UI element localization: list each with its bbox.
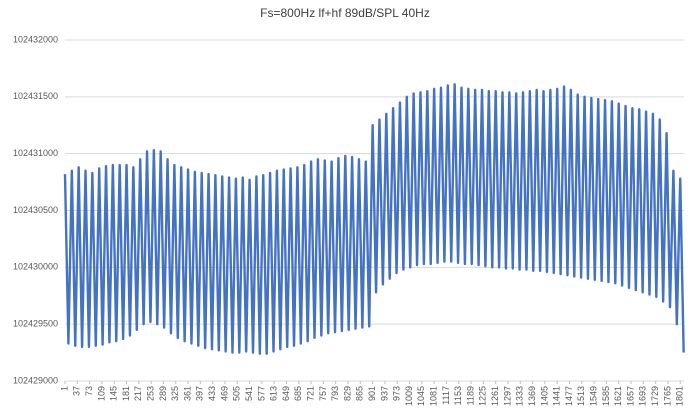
x-tick-label: 73 <box>84 386 94 396</box>
x-tick-label: 1693 <box>638 386 648 406</box>
x-tick-label: 721 <box>305 386 315 401</box>
x-tick-label: 1477 <box>564 386 574 406</box>
x-tick-label: 757 <box>318 386 328 401</box>
x-tick-label: 649 <box>281 386 291 401</box>
x-tick-label: 1369 <box>527 386 537 406</box>
x-tick-label: 325 <box>170 386 180 401</box>
x-tick-label: 1441 <box>552 386 562 406</box>
x-tick-label: 505 <box>232 386 242 401</box>
x-tick-label: 1297 <box>502 386 512 406</box>
x-tick-label: 37 <box>72 386 82 396</box>
x-tick-label: 1621 <box>613 386 623 406</box>
y-tick-label: 102432000 <box>13 34 58 44</box>
chart-title: Fs=800Hz lf+hf 89dB/SPL 40Hz <box>260 6 430 20</box>
x-tick-label: 397 <box>195 386 205 401</box>
x-tick-label: 685 <box>293 386 303 401</box>
y-tick-label: 102430500 <box>13 205 58 215</box>
x-tick-label: 1657 <box>625 386 635 406</box>
x-tick-label: 901 <box>367 386 377 401</box>
x-tick-label: 1549 <box>588 386 598 406</box>
x-tick-label: 937 <box>379 386 389 401</box>
x-tick-label: 541 <box>244 386 254 401</box>
x-tick-label: 1261 <box>490 386 500 406</box>
x-tick-label: 289 <box>158 386 168 401</box>
x-tick-label: 217 <box>133 386 143 401</box>
x-tick-label: 613 <box>269 386 279 401</box>
x-tick-label: 1585 <box>601 386 611 406</box>
series-line <box>63 83 685 355</box>
x-tick-label: 109 <box>96 386 106 401</box>
x-tick-label: 1405 <box>539 386 549 406</box>
x-tick-label: 1765 <box>662 386 672 406</box>
x-tick-label: 577 <box>256 386 266 401</box>
y-tick-label: 102429000 <box>13 375 58 385</box>
x-tick-label: 433 <box>207 386 217 401</box>
x-tick-label: 1045 <box>416 386 426 406</box>
x-tick-label: 793 <box>330 386 340 401</box>
x-tick-label: 469 <box>219 386 229 401</box>
x-tick-label: 181 <box>121 386 131 401</box>
x-tick-label: 1225 <box>478 386 488 406</box>
y-tick-label: 102431000 <box>13 148 58 158</box>
x-tick-label: 1153 <box>453 386 463 405</box>
x-tick-label: 1729 <box>650 386 660 406</box>
x-tick-label: 973 <box>392 386 402 401</box>
x-tick-label: 253 <box>146 386 156 401</box>
y-tick-label: 102429500 <box>13 319 58 329</box>
x-tick-label: 1117 <box>441 386 451 405</box>
x-tick-label: 829 <box>342 386 352 401</box>
x-tick-label: 1333 <box>515 386 525 406</box>
x-tick-label: 145 <box>109 386 119 401</box>
x-tick-label: 1081 <box>429 386 439 406</box>
x-tick-label: 1189 <box>465 386 475 405</box>
y-tick-label: 102430000 <box>13 262 58 272</box>
x-tick-label: 1009 <box>404 386 414 406</box>
y-tick-label: 102431500 <box>13 91 58 101</box>
x-tick-label: 865 <box>355 386 365 401</box>
x-tick-label: 1513 <box>576 386 586 406</box>
x-tick-label: 361 <box>182 386 192 401</box>
x-tick-label: 1801 <box>675 386 685 406</box>
x-tick-label: 1 <box>59 386 69 391</box>
